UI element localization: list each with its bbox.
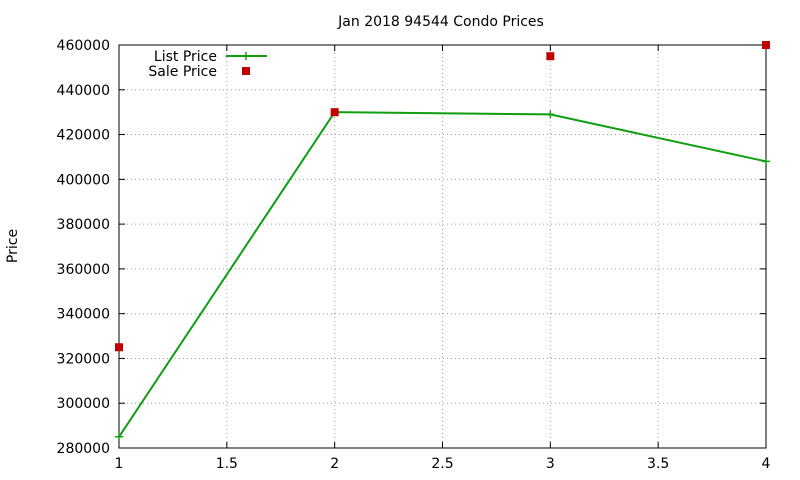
y-tick-label: 320000: [57, 351, 110, 367]
legend-label: List Price: [154, 49, 217, 65]
y-axis-label: Price: [5, 229, 21, 263]
x-tick-label: 2: [330, 456, 339, 472]
data-point: [762, 41, 770, 49]
y-tick-label: 360000: [57, 262, 110, 278]
y-tick-label: 440000: [57, 83, 110, 99]
data-point: [330, 108, 339, 117]
x-tick-label: 2.5: [431, 456, 453, 472]
x-tick-label: 1.5: [216, 456, 238, 472]
series-sale-price: [115, 41, 770, 352]
data-point: [115, 432, 123, 441]
y-tick-label: 460000: [57, 38, 110, 54]
y-tick-label: 380000: [57, 217, 110, 233]
data-point: [546, 52, 555, 61]
series-list-price: [115, 108, 770, 441]
x-tick-label: 4: [762, 456, 771, 472]
x-tick-label: 3: [546, 456, 555, 472]
data-point: [546, 110, 555, 119]
axis-ticks: [118, 44, 767, 449]
grid-lines: [119, 45, 766, 448]
series-line: [118, 111, 767, 438]
y-tick-label: 280000: [57, 441, 110, 457]
y-tick-label: 300000: [57, 396, 110, 412]
y-tick-label: 400000: [57, 172, 110, 188]
legend-point-swatch: [242, 67, 250, 75]
data-point: [762, 157, 770, 166]
chart-title: Jan 2018 94544 Condo Prices: [337, 14, 544, 30]
y-tick-label: 420000: [57, 128, 110, 144]
x-tick-label: 1: [115, 456, 124, 472]
tick-labels: 280000 300000 320000 340000 360000 380000 4000…: [57, 38, 771, 472]
legend-point-swatch: [242, 52, 250, 60]
legend-label: Sale Price: [148, 64, 217, 80]
x-tick-label: 3.5: [647, 456, 669, 472]
series-layer: [115, 41, 770, 441]
y-tick-label: 340000: [57, 307, 110, 323]
data-point: [115, 343, 123, 352]
